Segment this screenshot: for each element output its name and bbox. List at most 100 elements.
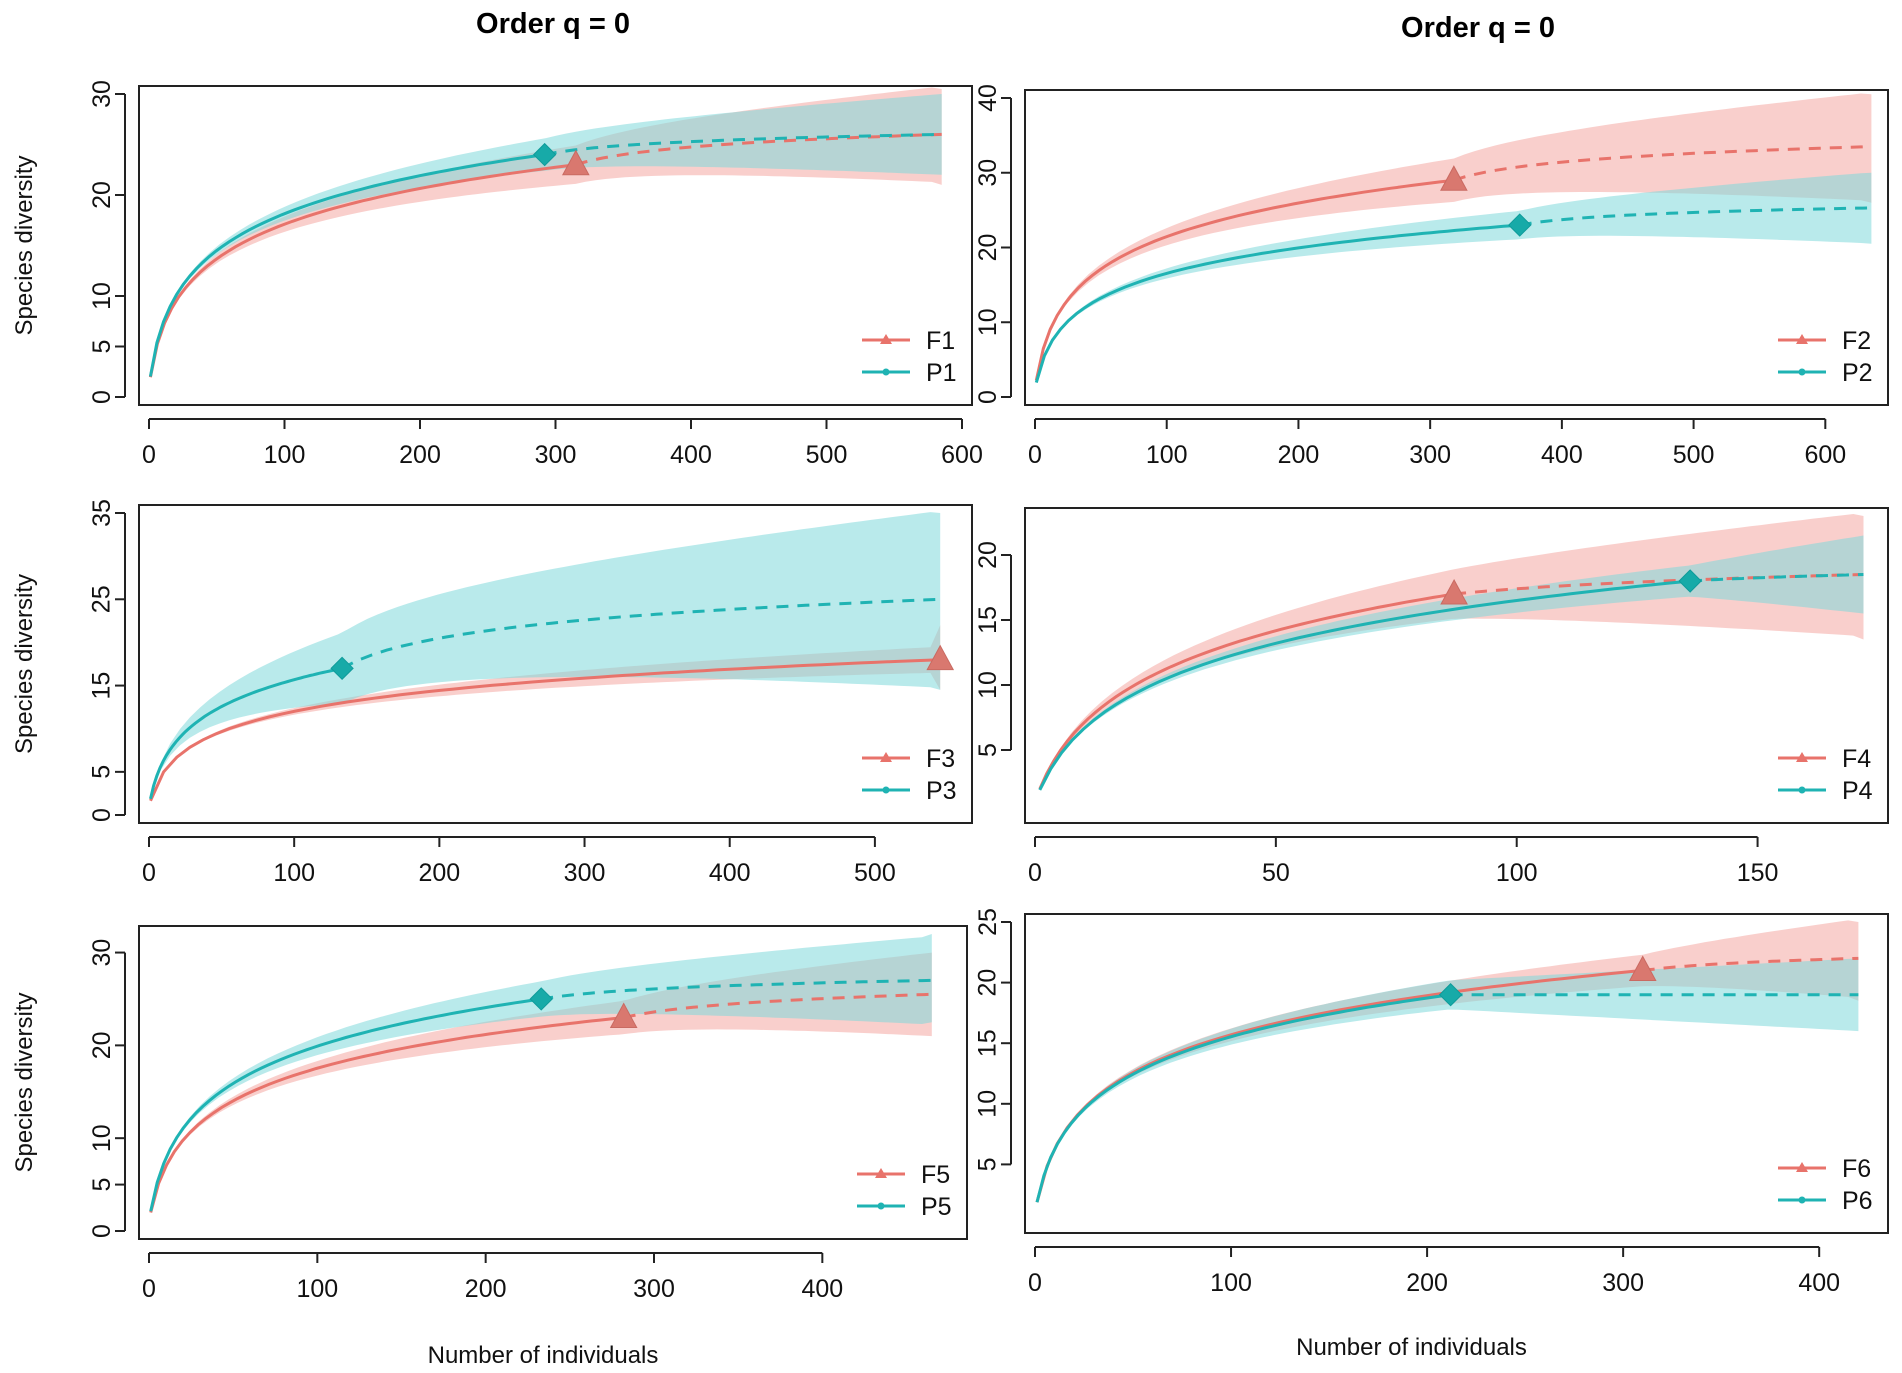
x-tick-label: 200 bbox=[1278, 441, 1320, 469]
observed-marker-f3 bbox=[926, 644, 955, 671]
extrapolated-line-f6 bbox=[1642, 956, 1859, 972]
y-axis: 0 10 20 30 40 bbox=[974, 84, 1012, 404]
y-axis: 0 5 10 20 30 bbox=[88, 80, 126, 404]
x-tick-label: 600 bbox=[941, 441, 983, 469]
legend-label: F2 bbox=[1842, 327, 1871, 355]
panel-1: 0 100 200 300 400 500 600 0 5 10 20 30 Species diver… bbox=[11, 80, 983, 469]
legend-dot-icon bbox=[882, 368, 890, 376]
confidence-band-f6 bbox=[1037, 920, 1859, 1203]
x-tick-label: 400 bbox=[801, 1275, 843, 1303]
x-tick-label: 500 bbox=[806, 441, 848, 469]
x-tick-label: 500 bbox=[1673, 441, 1715, 469]
extrapolated-line-p2 bbox=[1519, 206, 1872, 227]
y-tick-label: 0 bbox=[88, 808, 116, 822]
legend-label: P5 bbox=[921, 1193, 952, 1221]
legend-item-f3: F3 bbox=[862, 745, 955, 773]
y-axis: 0 5 15 25 35 bbox=[88, 499, 126, 822]
observed-marker-f5 bbox=[609, 1002, 638, 1029]
x-tick-label: 50 bbox=[1262, 859, 1290, 887]
legend-dot-icon bbox=[1798, 786, 1806, 794]
legend-label: F5 bbox=[921, 1161, 950, 1189]
x-tick-label: 600 bbox=[1804, 441, 1846, 469]
x-tick-label: 400 bbox=[670, 441, 712, 469]
legend-label: P6 bbox=[1842, 1187, 1873, 1215]
interpolated-line-f4 bbox=[1038, 592, 1455, 790]
legend-dot-icon bbox=[877, 1202, 885, 1210]
x-tick-label: 500 bbox=[854, 859, 896, 887]
y-tick-label: 15 bbox=[974, 1029, 1002, 1057]
x-tick-label: 400 bbox=[1798, 1269, 1840, 1297]
x-axis: 0 50 100 150 bbox=[1028, 836, 1779, 887]
x-axis: 0 100 200 300 400 500 600 bbox=[1028, 418, 1846, 469]
plot-frame bbox=[1024, 89, 1889, 406]
y-tick-label: 0 bbox=[974, 390, 1002, 404]
y-tick-label: 30 bbox=[88, 939, 116, 967]
plot-frame bbox=[1024, 507, 1889, 824]
confidence-band-p4 bbox=[1039, 535, 1864, 791]
y-tick-label: 5 bbox=[88, 765, 116, 779]
x-tick-label: 100 bbox=[273, 859, 315, 887]
y-tick-label: 25 bbox=[88, 585, 116, 613]
legend-label: F3 bbox=[926, 745, 955, 773]
legend-item-f2: F2 bbox=[1778, 327, 1871, 355]
confidence-band-f2 bbox=[1036, 93, 1872, 381]
y-tick-label: 10 bbox=[974, 308, 1002, 336]
x-tick-label: 300 bbox=[1409, 441, 1451, 469]
confidence-band-p5 bbox=[150, 934, 932, 1212]
legend-item-f5: F5 bbox=[857, 1161, 950, 1189]
legend-dot-icon bbox=[882, 786, 890, 794]
y-tick-label: 5 bbox=[88, 340, 116, 354]
legend-item-p4: P4 bbox=[1778, 777, 1873, 805]
y-tick-label: 10 bbox=[974, 671, 1002, 699]
observed-marker-p5 bbox=[529, 987, 553, 1011]
legend-label: P2 bbox=[1842, 359, 1873, 387]
x-tick-label: 100 bbox=[1210, 1269, 1252, 1297]
x-axis: 0 100 200 300 400 bbox=[1028, 1246, 1840, 1297]
x-tick-label: 0 bbox=[1028, 441, 1042, 469]
interpolated-line-p1 bbox=[148, 153, 545, 377]
legend-triangle-icon bbox=[1796, 1162, 1808, 1172]
legend-label: F4 bbox=[1842, 745, 1871, 773]
x-tick-label: 100 bbox=[296, 1275, 338, 1303]
y-tick-label: 10 bbox=[88, 1124, 116, 1152]
confidence-band-p2 bbox=[1036, 172, 1872, 383]
y-tick-label: 30 bbox=[974, 159, 1002, 187]
x-tick-label: 300 bbox=[633, 1275, 675, 1303]
legend-item-p6: P6 bbox=[1778, 1187, 1873, 1215]
observed-marker-f2 bbox=[1440, 165, 1468, 191]
extrapolated-line-p5 bbox=[540, 978, 932, 1001]
y-axis-title: Species diversity bbox=[11, 574, 38, 754]
legend-dot-icon bbox=[1798, 1196, 1806, 1204]
confidence-band-p1 bbox=[150, 94, 942, 377]
y-tick-label: 20 bbox=[974, 969, 1002, 997]
y-tick-label: 15 bbox=[974, 606, 1002, 634]
y-tick-label: 20 bbox=[88, 1031, 116, 1059]
legend-item-p2: P2 bbox=[1778, 359, 1873, 387]
extrapolated-line-f5 bbox=[623, 992, 932, 1019]
y-axis: 0 5 10 20 30 bbox=[88, 939, 126, 1238]
x-tick-label: 100 bbox=[1146, 441, 1188, 469]
x-axis-title: Number of individuals bbox=[1296, 1334, 1527, 1361]
extrapolated-line-p3 bbox=[341, 597, 941, 670]
column-title-left: Order q = 0 bbox=[476, 8, 630, 40]
x-tick-label: 150 bbox=[1737, 859, 1779, 887]
legend-item-f6: F6 bbox=[1778, 1155, 1871, 1183]
interpolated-line-p6 bbox=[1035, 993, 1451, 1203]
y-tick-label: 0 bbox=[88, 390, 116, 404]
x-tick-label: 200 bbox=[399, 441, 441, 469]
x-tick-label: 400 bbox=[1541, 441, 1583, 469]
x-tick-label: 0 bbox=[1028, 859, 1042, 887]
legend-label: P4 bbox=[1842, 777, 1873, 805]
legend-label: P3 bbox=[926, 777, 957, 805]
legend-triangle-icon bbox=[880, 752, 892, 762]
y-tick-label: 15 bbox=[88, 672, 116, 700]
legend-triangle-icon bbox=[1796, 334, 1808, 344]
confidence-band-p6 bbox=[1037, 958, 1859, 1203]
legend-item-f4: F4 bbox=[1778, 745, 1871, 773]
extrapolated-line-p4 bbox=[1690, 573, 1864, 583]
